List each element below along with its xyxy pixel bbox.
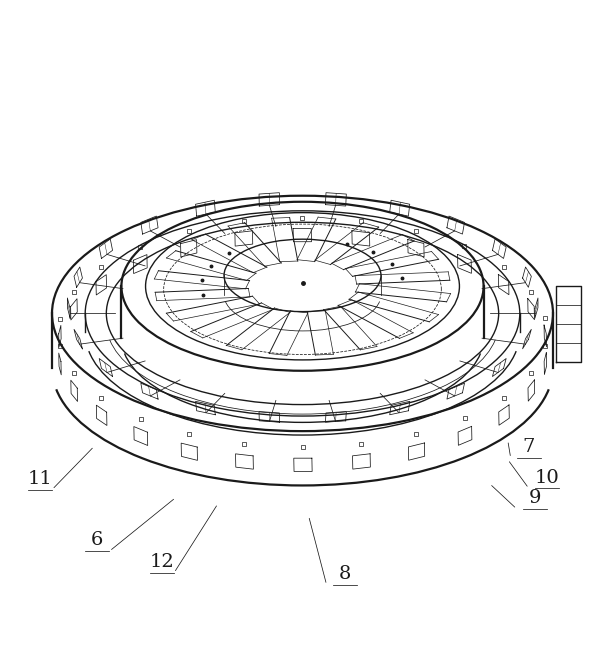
Text: 12: 12 [149, 553, 174, 571]
Text: 9: 9 [529, 489, 541, 507]
Text: 11: 11 [28, 470, 52, 488]
Text: 7: 7 [523, 439, 535, 456]
Text: 8: 8 [339, 565, 351, 583]
Text: 6: 6 [91, 531, 103, 549]
Text: 10: 10 [535, 469, 560, 487]
